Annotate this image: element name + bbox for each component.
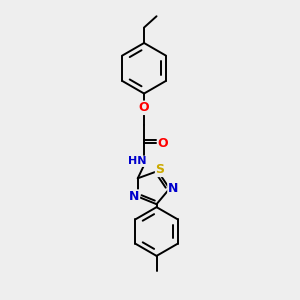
Text: N: N	[168, 182, 178, 195]
Text: O: O	[158, 137, 168, 150]
Text: HN: HN	[128, 156, 147, 166]
Text: O: O	[139, 101, 149, 114]
Text: N: N	[129, 190, 140, 203]
Text: S: S	[156, 164, 165, 176]
